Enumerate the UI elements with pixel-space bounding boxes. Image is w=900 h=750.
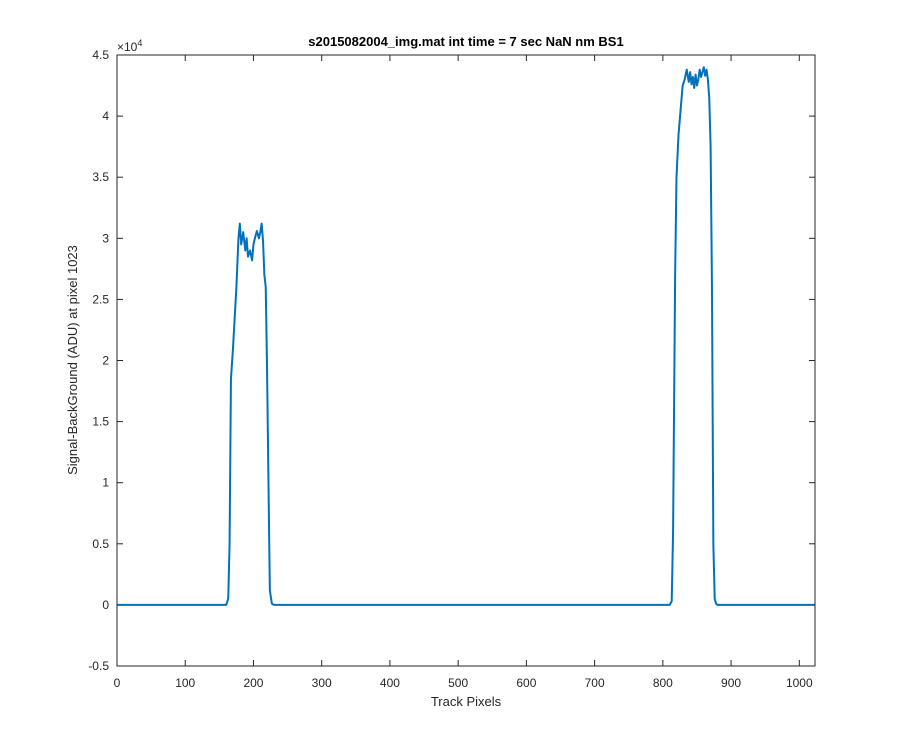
y-axis-label: Signal-BackGround (ADU) at pixel 1023: [65, 245, 80, 475]
y-exponent: ×104: [117, 38, 142, 54]
x-tick-label: 500: [448, 676, 468, 690]
y-exponent-power: 4: [137, 38, 142, 48]
y-tick-label: 3: [102, 231, 109, 245]
y-tick-label: 4: [102, 109, 109, 123]
x-tick-label: 900: [721, 676, 741, 690]
x-tick-label: 800: [653, 676, 673, 690]
y-tick-label: -0.5: [88, 659, 109, 673]
y-tick-label: 1.5: [92, 415, 109, 429]
x-axis: 0 100 200 300 400 500 600 700 800 900 1000: [114, 55, 813, 690]
x-tick-label: 0: [114, 676, 121, 690]
series-line: [117, 66, 815, 606]
y-tick-label: 4.5: [92, 48, 109, 62]
plot-box: [116, 54, 816, 667]
y-tick-label: 2.5: [92, 292, 109, 306]
y-tick-label: 0: [102, 598, 109, 612]
x-tick-label: 300: [312, 676, 332, 690]
x-tick-label: 200: [243, 676, 263, 690]
y-exponent-base: ×10: [117, 40, 138, 54]
chart-title: s2015082004_img.mat int time = 7 sec NaN…: [308, 34, 623, 49]
y-tick-label: 0.5: [92, 537, 109, 551]
plot-area: [117, 55, 815, 666]
x-tick-label: 1000: [786, 676, 813, 690]
x-axis-label: Track Pixels: [431, 694, 502, 709]
x-tick-label: 700: [585, 676, 605, 690]
x-tick-label: 100: [175, 676, 195, 690]
x-tick-label: 400: [380, 676, 400, 690]
y-axis: -0.5 0 0.5 1 1.5 2 2.5 3 3.5 4 4.5: [88, 48, 815, 673]
y-tick-label: 3.5: [92, 170, 109, 184]
y-tick-label: 1: [102, 476, 109, 490]
y-tick-label: 2: [102, 354, 109, 368]
x-tick-label: 600: [516, 676, 536, 690]
